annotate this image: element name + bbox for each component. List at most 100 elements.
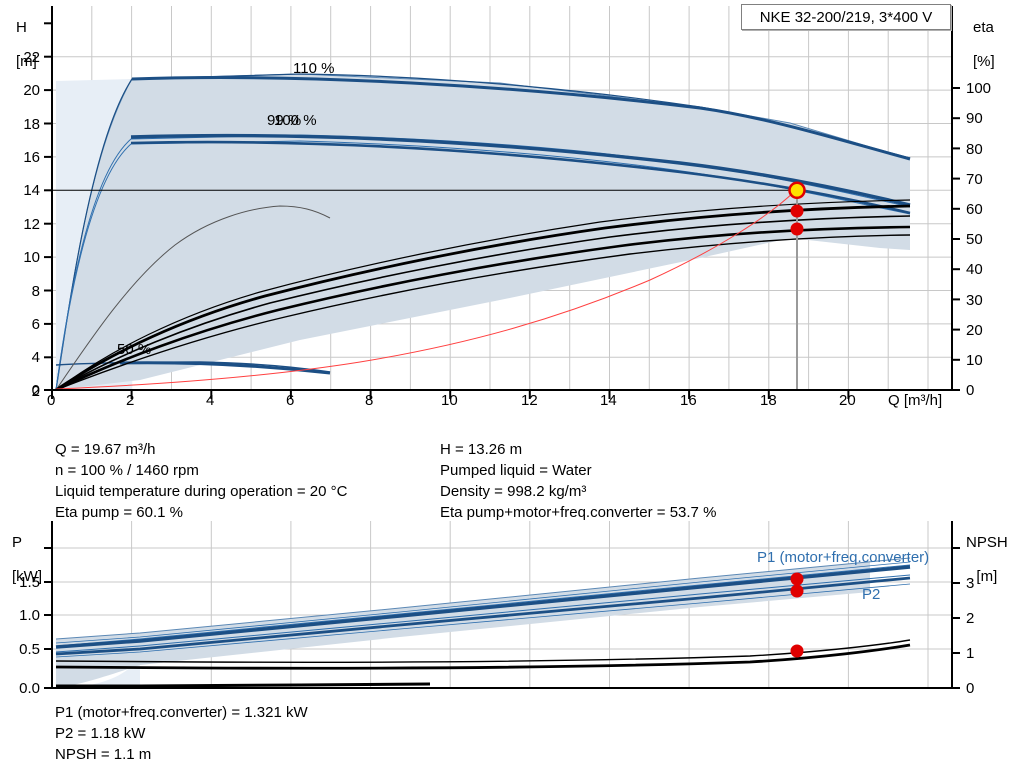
- power-family-line-a: [55, 561, 911, 644]
- power-band-upper-edge: [55, 557, 911, 640]
- npsh-curve: [55, 643, 911, 670]
- tick-eta-40: 40: [966, 261, 983, 278]
- npsh-curve-thin: [55, 639, 911, 663]
- tick-h-10: 10: [23, 249, 40, 266]
- tick-eta-0: 0: [966, 382, 975, 399]
- tick-p-10: 1.0: [19, 607, 40, 624]
- duty-point-marker[interactable]: [788, 181, 806, 200]
- eta-curve-thin-a: [55, 199, 911, 390]
- eta-curve-thin-c: [55, 234, 911, 390]
- tick-eta-70: 70: [966, 171, 983, 188]
- tick-npsh-0: 0: [966, 680, 975, 697]
- p2-duty-marker[interactable]: [790, 584, 804, 598]
- info-npsh: NPSH = 1.1 m: [55, 746, 152, 763]
- curve-label-110: 110 %: [293, 60, 335, 77]
- power-band: [56, 562, 870, 688]
- info-eta-pump: Eta pump = 60.1 %: [55, 504, 183, 521]
- npsh-duty-marker[interactable]: [790, 644, 804, 658]
- tick-npsh-1: 1: [966, 645, 975, 662]
- tick-h-8: 8: [31, 283, 40, 300]
- head-chart: H [m] eta [%] 22 20 18 16 14 12 10 8 6 4…: [16, 6, 995, 409]
- tick-eta-80: 80: [966, 141, 983, 158]
- p2-curve-label: P2: [862, 586, 881, 603]
- tick-q-10: 10: [441, 392, 458, 409]
- tick-q-0: 0: [47, 392, 56, 409]
- head-curve-99-thin: [55, 140, 911, 390]
- p2-thin: [55, 574, 911, 653]
- head-chart-svg: [44, 6, 960, 399]
- top-left-axis-title: H [m]: [16, 19, 37, 70]
- tick-q-18: 18: [760, 392, 777, 409]
- info-h: H = 13.26 m: [440, 441, 523, 458]
- head-curve-50-thin: [55, 361, 331, 373]
- tick-p-00: 0.0: [19, 680, 40, 697]
- p1-duty-marker[interactable]: [790, 572, 804, 586]
- tick-eta-100: 100: [966, 80, 992, 97]
- tick-q-14: 14: [600, 392, 617, 409]
- power-left-ticks: [44, 547, 52, 689]
- p2-curve: [55, 576, 911, 656]
- eta-pump-marker[interactable]: [790, 204, 804, 218]
- bottom-axis-ticks: [51, 390, 850, 399]
- duty-info-left-column: Q = 19.67 m³/h n = 100 % / 1460 rpm Liqu…: [55, 439, 347, 523]
- info-density: Density = 998.2 kg/m³: [440, 483, 587, 500]
- tick-h-12: 12: [23, 216, 40, 233]
- tick-eta-50: 50: [966, 231, 983, 248]
- tick-eta-90: 90: [966, 110, 983, 127]
- top-right-axis-title: eta [%]: [973, 19, 995, 70]
- tick-q-8: 8: [365, 392, 374, 409]
- power-npsh-chart: P [kW] NPSH [m] 1.5 1.0 0.5 0.0 3 2 1 0 …: [0, 515, 1024, 700]
- eta-curve-50-speed: [55, 205, 331, 390]
- tick-h-6: 6: [31, 316, 40, 333]
- info-q: Q = 19.67 m³/h: [55, 441, 156, 458]
- power-npsh-chart-svg: [44, 521, 960, 689]
- tick-npsh-2: 2: [966, 610, 975, 627]
- p1-curve-label: P1 (motor+freq.converter): [757, 549, 930, 566]
- tick-h-18: 18: [23, 116, 40, 133]
- duty-info-right-column: H = 13.26 m Pumped liquid = Water Densit…: [440, 439, 716, 523]
- eta-total-marker[interactable]: [790, 222, 804, 236]
- curve-label-100: 100 %: [274, 112, 317, 129]
- eta-curve-total: [55, 225, 911, 390]
- tick-h-14: 14: [23, 182, 40, 199]
- eta-curve-pump: [55, 204, 911, 390]
- npsh-curve-low-speed: [56, 682, 431, 688]
- system-curve: [55, 190, 796, 390]
- head-curve-110: [131, 76, 911, 161]
- tick-q-4: 4: [206, 392, 215, 409]
- head-curve-99: [130, 140, 911, 215]
- info-liquid: Pumped liquid = Water: [440, 462, 592, 479]
- right-axis-ticks: [952, 87, 960, 391]
- tick-p-05: 0.5: [19, 641, 40, 658]
- tick-h-2: 2: [31, 383, 40, 400]
- tick-q-20: 20: [839, 392, 856, 409]
- pump-model-title-box: NKE 32-200/219, 3*400 V: [741, 4, 951, 30]
- tick-eta-10: 10: [966, 352, 983, 369]
- tick-h-22: 22: [23, 49, 40, 66]
- p1-curve: [55, 565, 911, 649]
- npsh-right-ticks: [952, 547, 960, 689]
- x-axis-title: Q [m³/h]: [888, 392, 943, 409]
- tick-h-0: 0: [31, 382, 40, 399]
- tick-p-15: 1.5: [19, 574, 40, 591]
- tick-npsh-3: 3: [966, 575, 975, 592]
- tick-q-12: 12: [521, 392, 538, 409]
- pump-model-label: NKE 32-200/219, 3*400 V: [759, 8, 933, 26]
- info-eta-total: Eta pump+motor+freq.converter = 53.7 %: [440, 504, 717, 521]
- tick-h-4: 4: [31, 349, 40, 366]
- info-p2: P2 = 1.18 kW: [55, 725, 146, 742]
- power-axis-title: P [kW]: [12, 534, 42, 585]
- info-p1: P1 (motor+freq.converter) = 1.321 kW: [55, 704, 308, 721]
- info-speed: n = 100 % / 1460 rpm: [55, 462, 199, 479]
- eta-curve-thin-b: [55, 215, 911, 390]
- power-band-light: [56, 655, 140, 688]
- tick-q-6: 6: [286, 392, 295, 409]
- power-info-block: P1 (motor+freq.converter) = 1.321 kW P2 …: [55, 702, 308, 765]
- head-curve-100: [130, 133, 911, 207]
- tick-q-16: 16: [680, 392, 697, 409]
- tick-eta-30: 30: [966, 292, 983, 309]
- tick-eta-20: 20: [966, 322, 983, 339]
- info-temp: Liquid temperature during operation = 20…: [55, 483, 348, 500]
- tick-eta-60: 60: [966, 201, 983, 218]
